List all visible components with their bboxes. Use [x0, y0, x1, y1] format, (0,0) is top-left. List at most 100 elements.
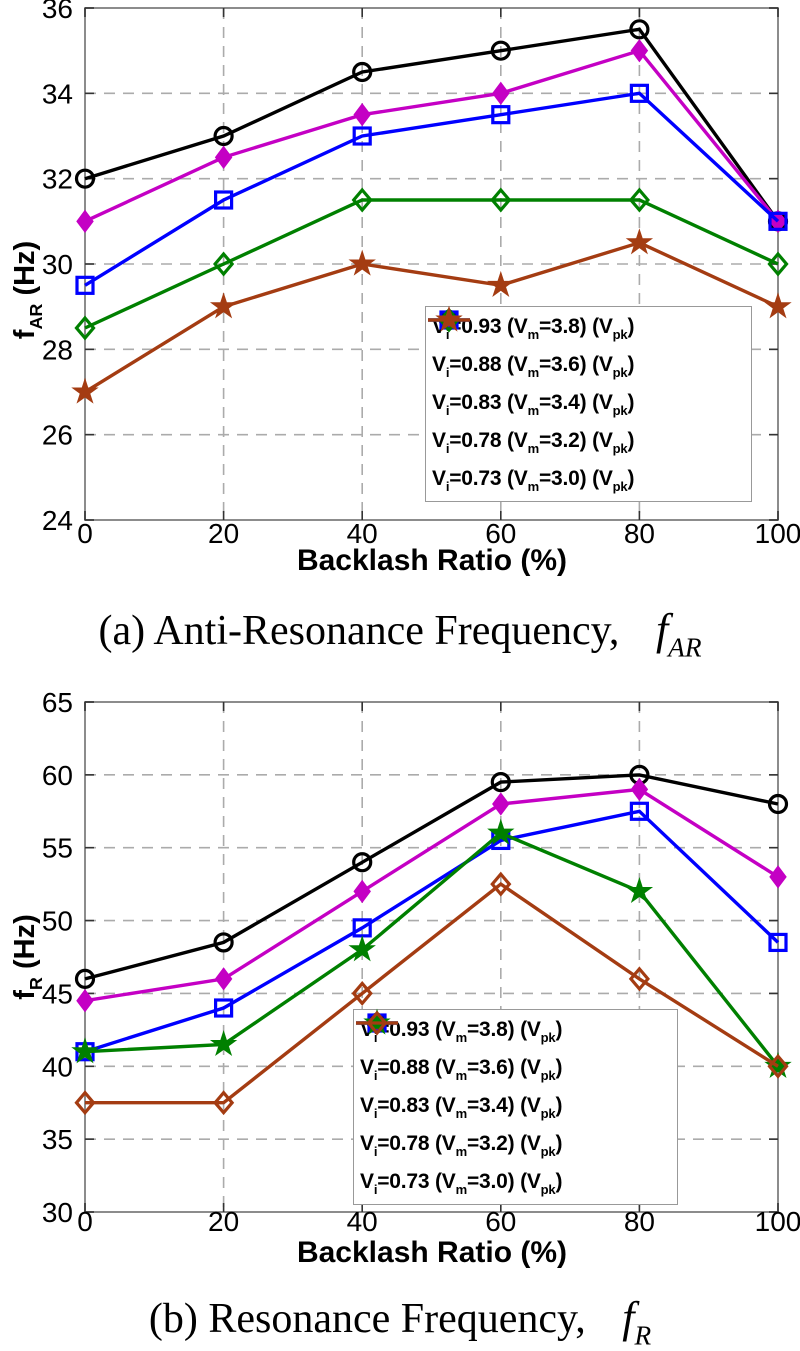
- resonance-chart: 0 20 40 60 80 100 30 35 40 45 50 55 60 65 fR (Hz) Bac…: [0, 680, 800, 1280]
- data-point: [625, 228, 654, 255]
- data-point: [76, 989, 94, 1013]
- legend-entry: Vi=0.73 (Vm=3.0) (Vpk): [356, 1010, 669, 1197]
- data-point: [71, 377, 99, 404]
- data-point: [348, 249, 376, 276]
- data-point: [487, 818, 515, 845]
- data-point: [492, 792, 510, 816]
- data-point: [75, 275, 95, 295]
- x-tick-label: 80: [624, 1206, 655, 1237]
- legend-entry: Vi=0.78 (Vm=3.2) (Vpk): [428, 307, 743, 456]
- caption-symbol: fAR: [655, 605, 702, 663]
- data-point: [214, 190, 234, 210]
- x-tick-label: 0: [77, 518, 93, 549]
- data-point: [352, 852, 373, 873]
- resonance-plot-area: 0 20 40 60 80 100 30 35 40 45 50 55 60 65: [42, 687, 800, 1237]
- data-point: [352, 126, 372, 146]
- data-point: [213, 932, 234, 953]
- legend-entry: Vi=0.83 (Vm=3.4) (Vpk): [428, 310, 743, 418]
- y-axis-label: fAR (Hz): [8, 240, 47, 340]
- y-tick-label: 30: [42, 1197, 73, 1228]
- data-point: [629, 801, 650, 821]
- data-point: [492, 81, 510, 105]
- data-point: [628, 187, 650, 213]
- caption-index: (a): [98, 608, 146, 654]
- y-axis-label: fR (Hz): [8, 914, 47, 1000]
- y-tick-label: 60: [42, 760, 73, 791]
- legend-label: Vi=0.83 (Vm=3.4) (Vpk): [432, 391, 635, 418]
- caption-a: (a) Anti-Resonance Frequency, fAR: [0, 604, 800, 662]
- x-tick-label: 80: [624, 518, 655, 549]
- series-line: [84, 48, 780, 223]
- series-line: [84, 809, 780, 1054]
- data-point: [630, 39, 649, 63]
- y-tick-label: 40: [42, 1051, 73, 1082]
- legend-entry: Vi=0.78 (Vm=3.2) (Vpk): [356, 1008, 669, 1158]
- series-line: [84, 831, 780, 1068]
- caption-symbol: fR: [622, 1293, 652, 1351]
- data-point: [213, 125, 234, 147]
- data-point: [490, 772, 511, 793]
- data-point: [352, 61, 373, 83]
- y-tick-label: 24: [42, 505, 73, 536]
- series-line: [84, 787, 779, 1003]
- caption-text: Anti-Resonance Frequency,: [153, 608, 620, 654]
- data-point: [629, 83, 650, 103]
- legend-label: Vi=0.78 (Vm=3.2) (Vpk): [432, 429, 635, 456]
- data-point: [625, 876, 654, 904]
- y-tick-label: 30: [42, 249, 73, 280]
- x-tick-label: 60: [485, 518, 516, 549]
- x-tick-label: 100: [755, 518, 800, 549]
- data-point: [366, 1010, 388, 1036]
- data-point: [209, 292, 238, 319]
- data-point: [630, 777, 649, 802]
- x-tick-label: 40: [347, 1206, 378, 1237]
- legend-entry: Vi=0.93 (Vm=3.8) (Vpk): [356, 1012, 669, 1044]
- y-tick-label: 55: [42, 833, 73, 864]
- data-point: [353, 879, 371, 904]
- data-point: [214, 967, 233, 991]
- data-point: [213, 251, 235, 277]
- y-tick-label: 36: [42, 0, 73, 24]
- y-tick-label: 28: [42, 334, 73, 365]
- legend-label: Vi=0.73 (Vm=3.0) (Vpk): [432, 467, 635, 494]
- x-tick-label: 20: [208, 1206, 239, 1237]
- y-tick-label: 65: [42, 687, 73, 718]
- caption-b: (b) Resonance Frequency, fR: [0, 1292, 800, 1350]
- x-tick-label: 100: [755, 1206, 800, 1237]
- data-point: [74, 1090, 96, 1116]
- legend-entry: Vi=0.73 (Vm=3.0) (Vpk): [428, 305, 743, 494]
- x-tick-label: 0: [77, 1206, 93, 1237]
- x-tick-label: 20: [208, 518, 239, 549]
- y-tick-label: 26: [42, 420, 73, 451]
- y-tick-label: 50: [42, 906, 73, 937]
- data-point: [628, 966, 650, 992]
- x-tick-label: 60: [485, 1206, 516, 1237]
- data-point: [348, 935, 376, 962]
- legend-label: Vi=0.88 (Vm=3.6) (Vpk): [432, 353, 635, 380]
- data-point: [351, 980, 373, 1006]
- y-tick-label: 35: [42, 1124, 73, 1155]
- data-point: [74, 168, 96, 189]
- data-point: [71, 1037, 99, 1064]
- y-tick-label: 34: [42, 78, 73, 109]
- data-point: [351, 187, 373, 213]
- data-point: [767, 251, 789, 277]
- data-point: [768, 211, 788, 231]
- x-axis-label: Backlash Ratio (%): [296, 1236, 568, 1269]
- legend-entry: Vi=0.88 (Vm=3.6) (Vpk): [428, 308, 743, 380]
- series-line: [84, 773, 779, 981]
- series-line: [85, 881, 779, 1105]
- data-point: [491, 105, 511, 125]
- data-point: [74, 315, 96, 341]
- y-tick-label: 45: [42, 978, 73, 1009]
- legend-entry: Vi=0.88 (Vm=3.6) (Vpk): [356, 1011, 669, 1082]
- data-point: [209, 1029, 238, 1057]
- data-point: [629, 19, 650, 40]
- caption-text: Resonance Frequency,: [208, 1296, 586, 1342]
- legend-label: Vi=0.73 (Vm=3.0) (Vpk): [360, 1170, 563, 1197]
- x-tick-label: 40: [347, 518, 378, 549]
- data-point: [76, 209, 94, 233]
- legend: Vi=0.93 (Vm=3.8) (Vpk) Vi=0.88 (Vm=3.6) (…: [353, 1008, 678, 1205]
- data-point: [214, 145, 233, 169]
- data-point: [214, 998, 234, 1018]
